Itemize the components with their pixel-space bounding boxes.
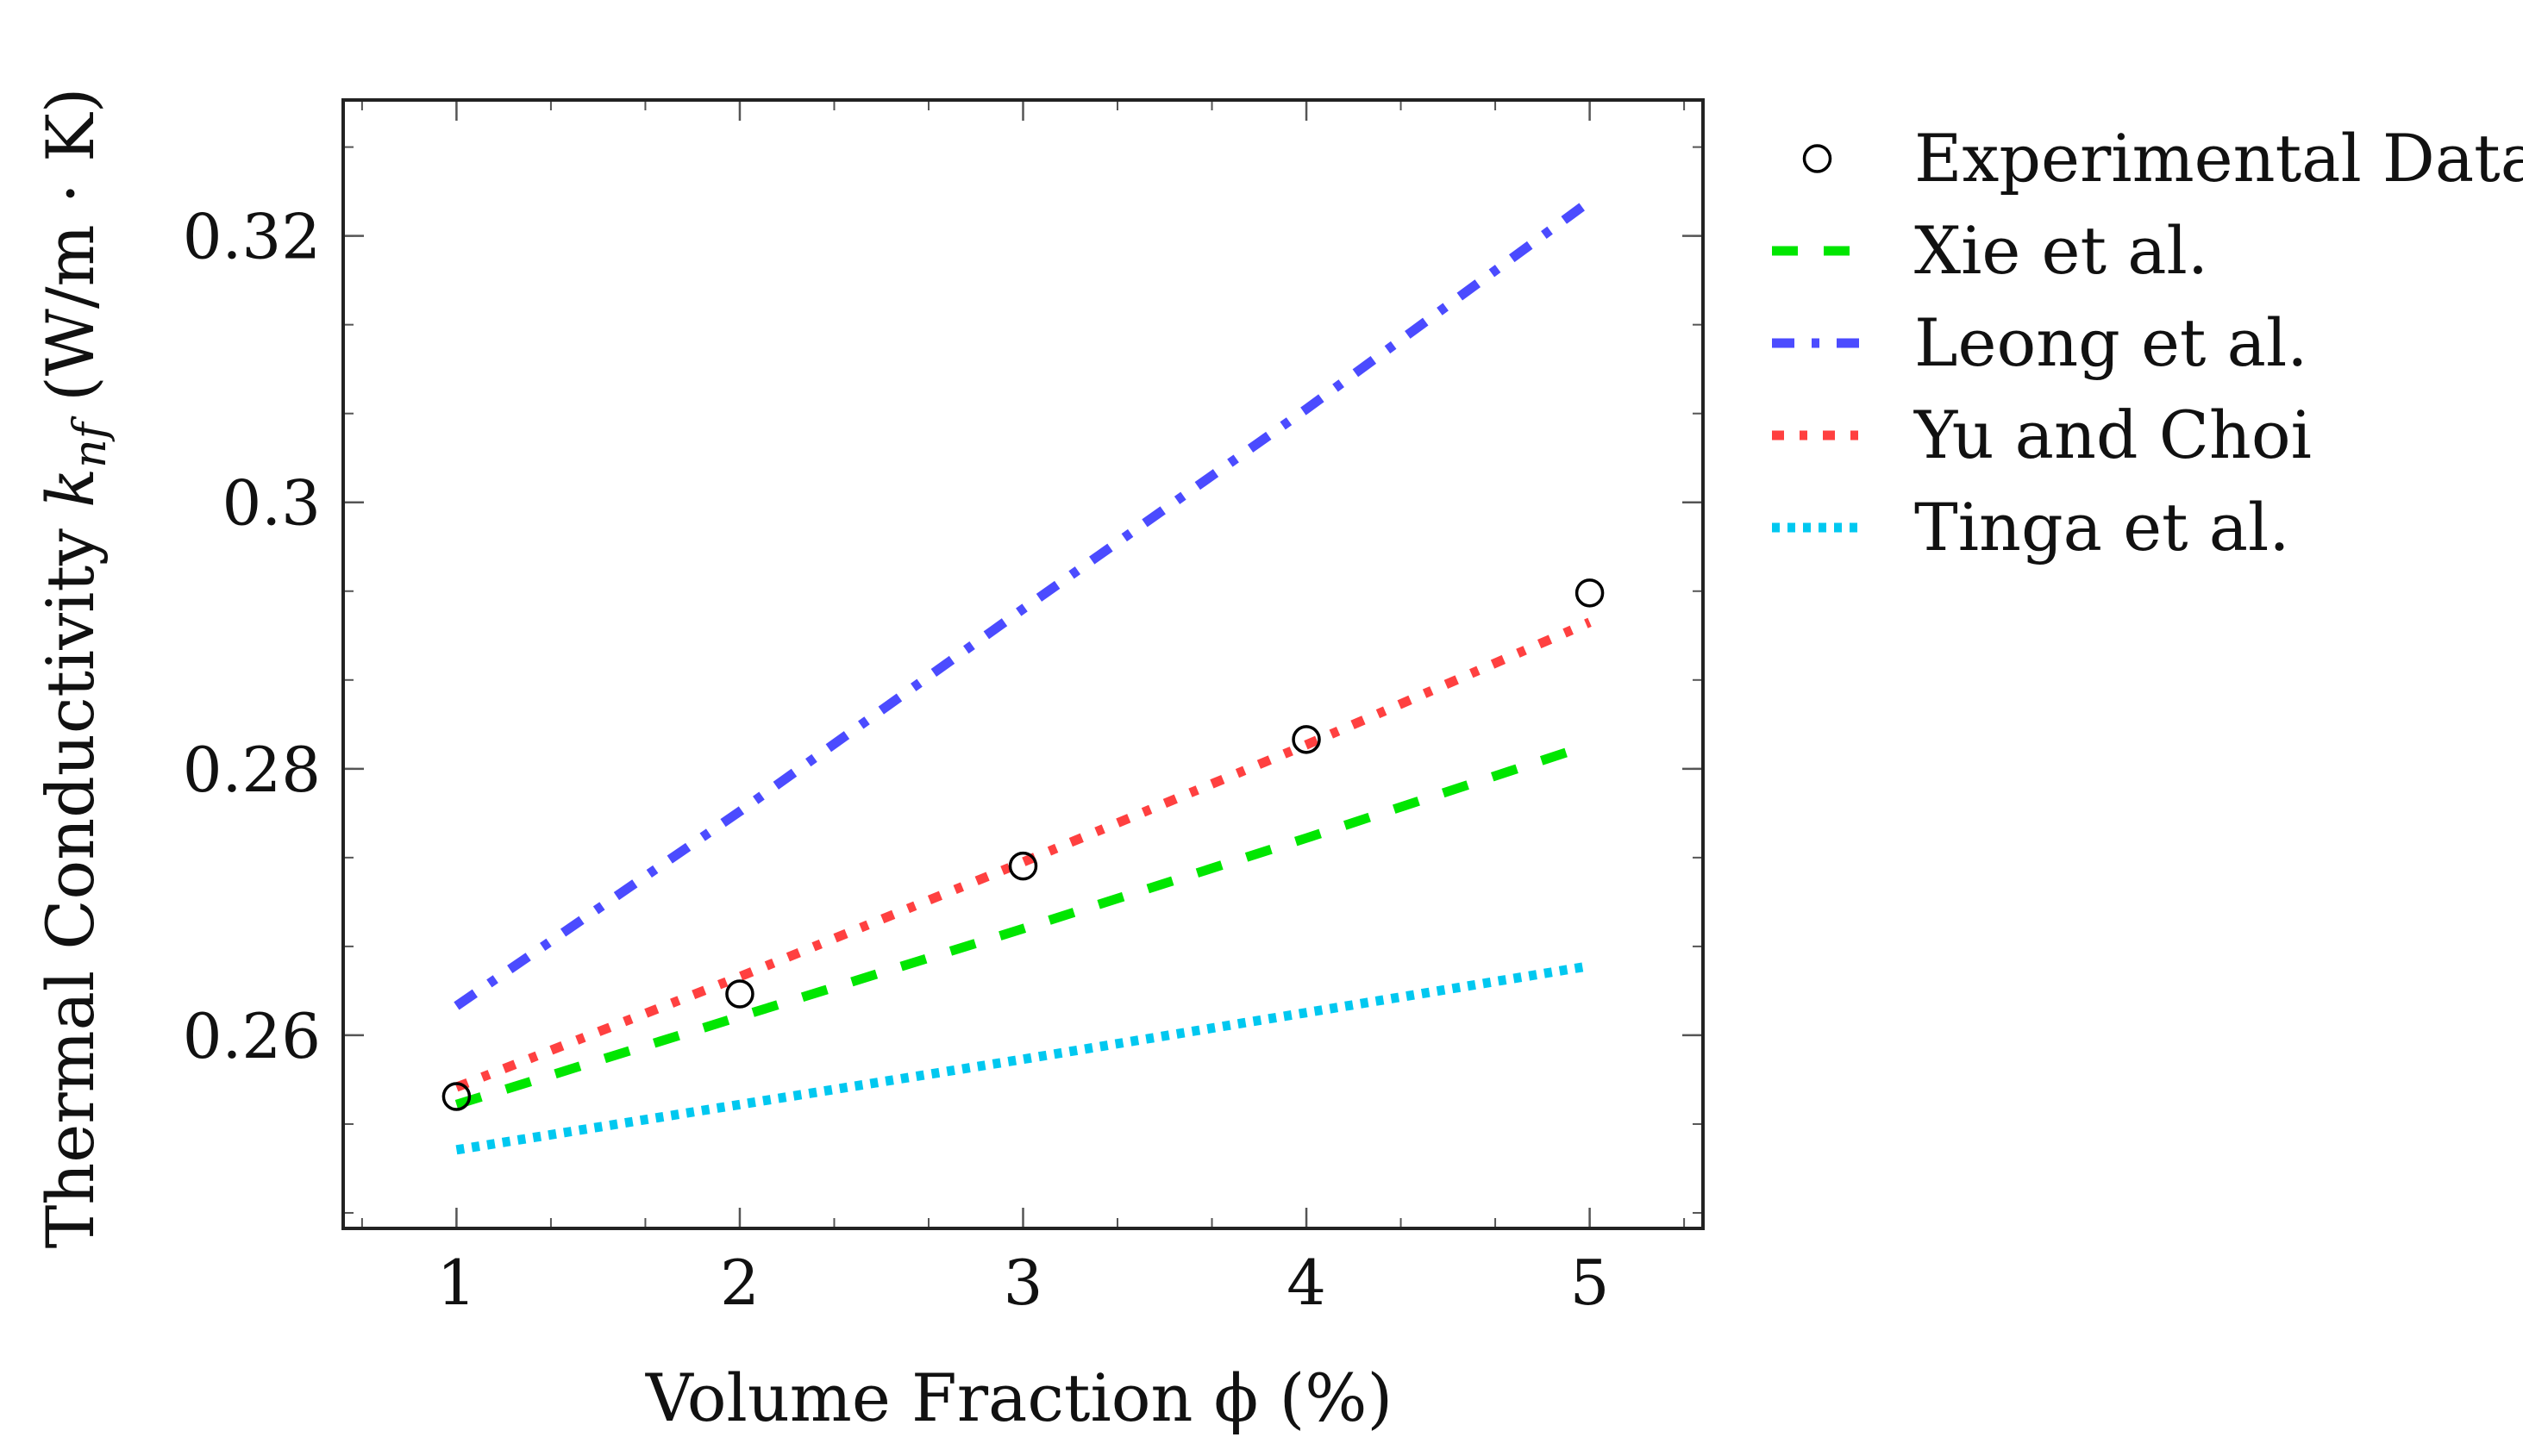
legend-label-leong-et-al: Leong et al. (1914, 304, 2307, 381)
y-tick-label: 0.26 (183, 1000, 321, 1072)
x-tick-label: 3 (1004, 1247, 1043, 1319)
x-tick-label: 1 (437, 1247, 477, 1319)
legend-label-experimental-data: Experimental Data (1914, 120, 2523, 197)
series-layer (454, 197, 1593, 1155)
x-tick-label: 2 (720, 1247, 760, 1319)
series-line-yu-and-choi (454, 617, 1592, 1092)
y-axis-title-main: Thermal Conductivity (32, 508, 109, 1249)
y-axis-title: Thermal Conductivity knf (W/m · K) (32, 88, 116, 1249)
x-tick-label: 4 (1287, 1247, 1326, 1319)
series-line-tinga-et-al (455, 961, 1591, 1155)
legend-label-yu-and-choi: Yu and Choi (1913, 397, 2312, 473)
labels-layer: 1 2 3 4 5 0.26 0.28 0.3 0.32 (183, 201, 1610, 1319)
y-tick-label: 0.32 (183, 201, 321, 273)
legend-marker-experimental-data (1802, 144, 1832, 173)
series-line-xie-et-al (454, 740, 1592, 1109)
y-axis-title-subscript: nf (65, 416, 116, 467)
x-axis-title: Volume Fraction ϕ (%) (645, 1359, 1393, 1436)
x-tick-label: 5 (1570, 1247, 1610, 1319)
y-axis-title-symbol: k (32, 468, 109, 508)
series-line-leong-et-al (454, 197, 1593, 1010)
experimental-data-point (1292, 725, 1321, 754)
experimental-data-point (725, 979, 754, 1009)
y-tick-label: 0.3 (222, 467, 321, 540)
legend: Experimental Data Xie et al. Leong et al. Y… (1772, 120, 2523, 566)
y-tick-label: 0.28 (183, 734, 321, 806)
plot-frame (341, 98, 1705, 1230)
legend-label-tinga-et-al: Tinga et al. (1914, 489, 2290, 566)
points-layer (441, 578, 1605, 1111)
legend-label-xie-et-al: Xie et al. (1914, 212, 2208, 289)
y-axis-title-units: (W/m · K) (32, 88, 109, 423)
experimental-data-point (1575, 578, 1605, 608)
experimental-data-point (1008, 851, 1038, 881)
experimental-data-point (441, 1082, 472, 1111)
